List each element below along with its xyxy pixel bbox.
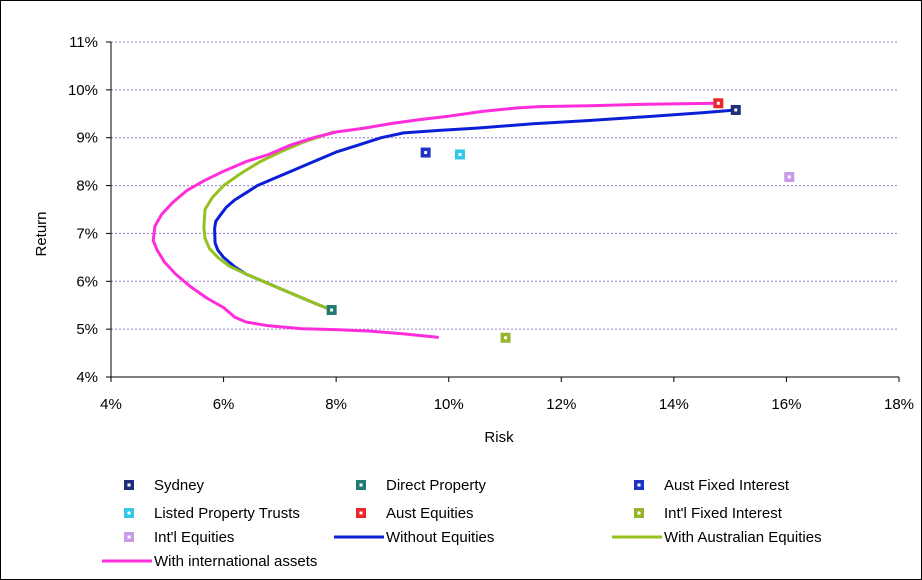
y-tick-label-3: 7% (76, 225, 98, 242)
legend-label-aust-fixed-interest: Aust Fixed Interest (664, 477, 790, 494)
legend-marker-int-l-equities (124, 532, 134, 542)
legend-label-int-l-fixed-interest: Int'l Fixed Interest (664, 505, 783, 522)
legend-label-int-l-equities: Int'l Equities (154, 529, 234, 546)
axes (110, 42, 899, 378)
series-line-with-australian-equities (202, 130, 335, 312)
y-tick-label-5: 9% (76, 130, 98, 147)
x-tick-label-7: 18% (884, 396, 914, 413)
y-tick-label-0: 4% (76, 369, 98, 386)
point-int-l-equities (784, 171, 795, 182)
y-axis-label: Return (33, 211, 50, 256)
x-tick-label-0: 4% (100, 396, 122, 413)
y-tick-label-4: 8% (76, 178, 98, 195)
point-sydney (730, 104, 741, 115)
y-tick-label-6: 10% (68, 82, 98, 99)
y-tick-labels: 4% 5% 6% 7% 8% 9% 10% 11% (68, 34, 111, 386)
point-aust-fixed-interest (420, 147, 431, 158)
legend-label-sydney: Sydney (154, 477, 205, 494)
y-tick-label-2: 6% (76, 273, 98, 290)
series-line-with-international-assets (151, 101, 721, 339)
legend-label-without-equities: Without Equities (386, 529, 494, 546)
x-tick-label-2: 8% (325, 396, 347, 413)
x-tick-labels: 4% 6% 8% 10% 12% 14% 16% 18% (100, 377, 914, 413)
legend-label-direct-property: Direct Property (386, 477, 487, 494)
legend-label-with-international-assets: With international assets (154, 553, 317, 570)
legend-marker-direct-property (356, 480, 366, 490)
x-tick-label-1: 6% (213, 396, 235, 413)
y-tick-label-1: 5% (76, 321, 98, 338)
legend: Sydney Direct Property Aust Fixed Interest… (102, 477, 822, 570)
gridlines (111, 41, 899, 330)
x-tick-label-3: 10% (434, 396, 464, 413)
series-line-without-equities (213, 108, 738, 312)
point-direct-property (326, 305, 337, 315)
legend-marker-listed-property-trusts (124, 508, 134, 518)
legend-marker-aust-equities (356, 508, 366, 518)
legend-label-with-australian-equities: With Australian Equities (664, 529, 822, 546)
legend-label-listed-property-trusts: Listed Property Trusts (154, 505, 300, 522)
point-aust-equities (713, 98, 724, 109)
legend-label-aust-equities: Aust Equities (386, 505, 474, 522)
asset-points (326, 98, 795, 343)
x-tick-label-5: 14% (659, 396, 689, 413)
x-tick-label-4: 12% (546, 396, 576, 413)
point-listed-property-trusts (454, 149, 465, 160)
point-int-l-fixed-interest (500, 332, 511, 343)
series-lines (151, 101, 738, 339)
x-axis-label: Risk (484, 429, 514, 446)
legend-marker-int-l-fixed-interest (634, 508, 644, 518)
legend-marker-aust-fixed-interest (634, 480, 644, 490)
x-tick-label-6: 16% (771, 396, 801, 413)
y-tick-label-7: 11% (69, 34, 98, 51)
legend-marker-sydney (124, 480, 134, 490)
